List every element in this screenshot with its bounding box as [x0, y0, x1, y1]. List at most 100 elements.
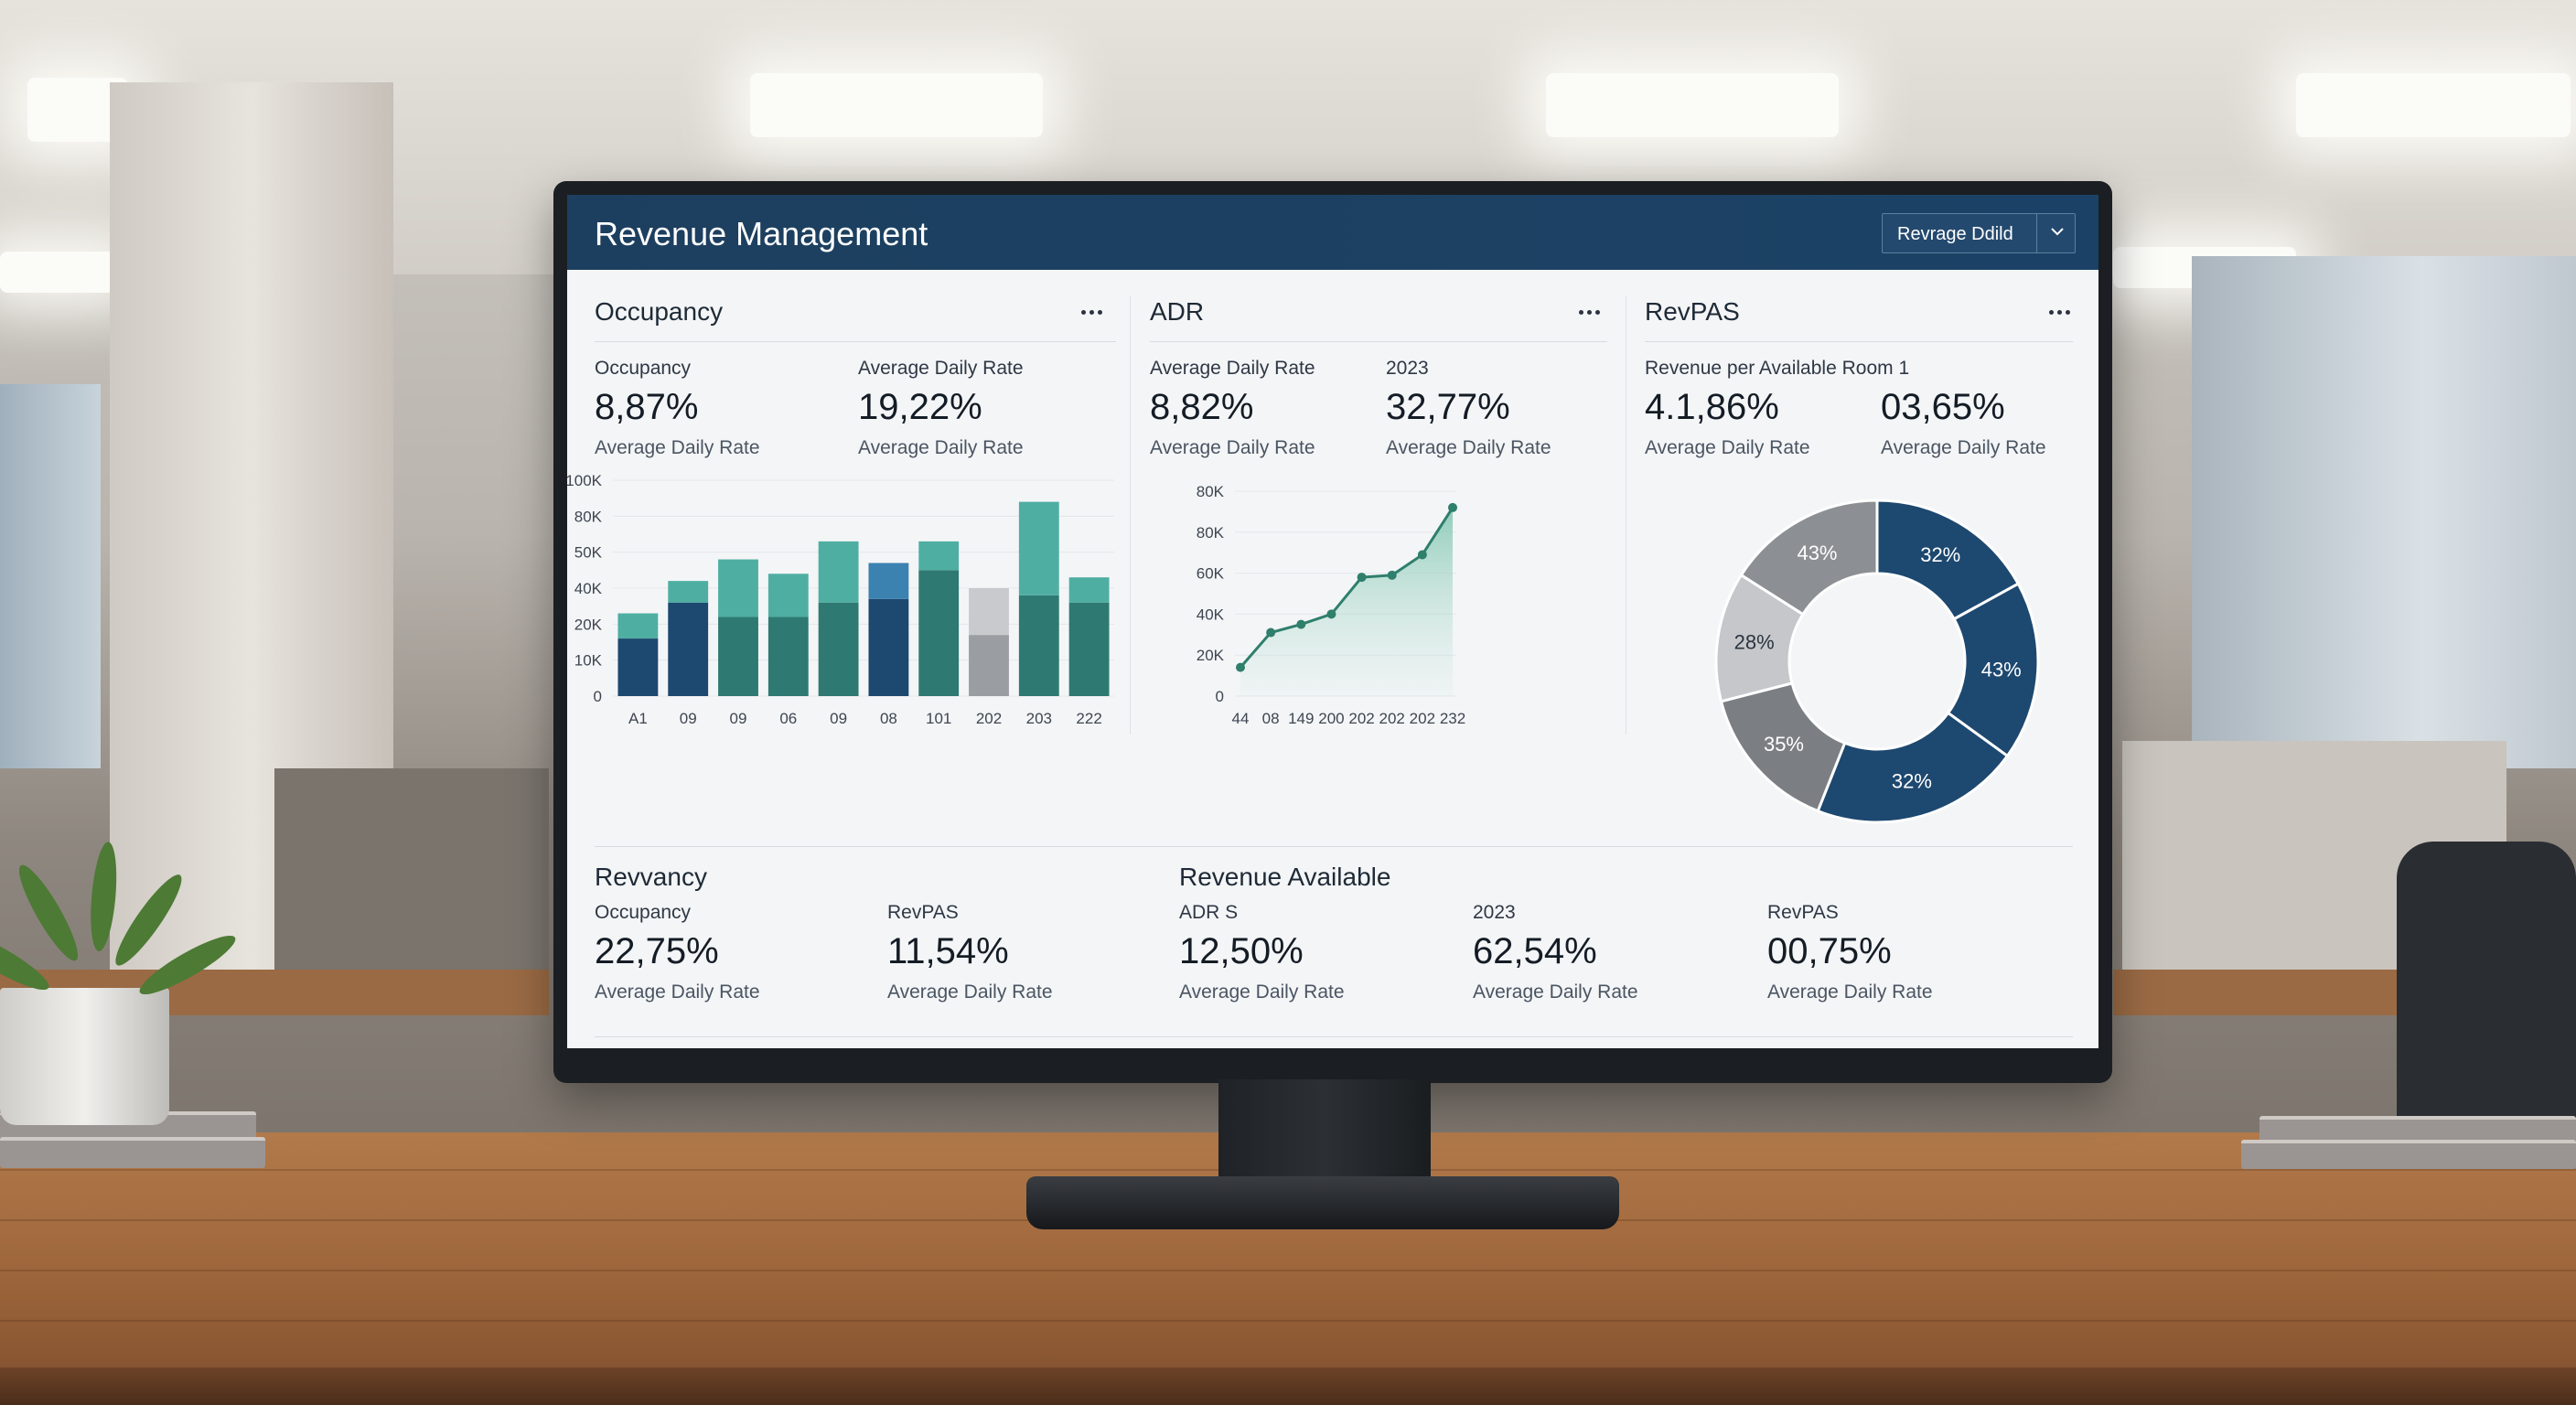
- bar-segment: [868, 598, 909, 696]
- bar-segment: [918, 541, 960, 571]
- y-tick-label: 50K: [574, 544, 603, 562]
- bar-segment: [1018, 595, 1059, 696]
- bar-segment: [767, 617, 809, 696]
- slice-label: 28%: [1734, 631, 1775, 654]
- bar-segment: [818, 541, 859, 603]
- panel-separator: [1130, 295, 1131, 735]
- office-chair: [2397, 842, 2576, 1134]
- donut-slice: [1816, 711, 2010, 824]
- x-tick-label: 203: [1026, 710, 1052, 727]
- bar-segment: [668, 581, 709, 603]
- y-tick-label: 40K: [1197, 606, 1225, 623]
- panel-title-occupancy: Occupancy: [595, 297, 724, 326]
- kpi-label: 2023: [1386, 358, 1429, 379]
- kpi-value: 32,77%: [1386, 387, 1510, 427]
- book: [0, 1137, 265, 1168]
- cabinet: [274, 768, 549, 988]
- kpi-caption: Average Daily Rate: [1473, 981, 1638, 1003]
- monitor-stand-base: [1026, 1176, 1619, 1229]
- bar-segment: [969, 635, 1009, 696]
- kpi-label: Occupancy: [595, 358, 692, 379]
- bar-segment: [1068, 577, 1110, 603]
- x-tick-label: 202: [1348, 710, 1374, 727]
- kpi-label: Average Daily Rate: [1150, 358, 1315, 379]
- kpi-caption: Average Daily Rate: [1767, 981, 1933, 1003]
- kpi-caption: Average Daily Rate: [1645, 437, 1810, 458]
- x-tick-label: 06: [779, 710, 797, 727]
- panel-divider: [595, 341, 1116, 342]
- bar-segment: [918, 570, 960, 696]
- y-tick-label: 60K: [1197, 565, 1225, 583]
- more-options-icon[interactable]: [1079, 303, 1107, 321]
- kpi-caption: Average Daily Rate: [1386, 437, 1551, 458]
- monitor-stand: [1218, 1079, 1431, 1189]
- kpi-value: 11,54%: [887, 931, 1009, 971]
- kpi-caption: Average Daily Rate: [858, 437, 1024, 458]
- more-options-icon[interactable]: [2047, 303, 2075, 321]
- series-line: [1239, 507, 1454, 669]
- section-divider: [595, 1036, 2073, 1037]
- x-tick-label: 09: [830, 710, 847, 727]
- kpi-caption: Average Daily Rate: [1881, 437, 2046, 458]
- bar-segment: [818, 602, 859, 696]
- x-tick-label: 200: [1318, 710, 1344, 727]
- kpi-value: 62,54%: [1473, 931, 1597, 971]
- bar-segment: [767, 574, 809, 617]
- kpi-label: Average Daily Rate: [858, 358, 1024, 379]
- panel-divider: [1150, 341, 1607, 342]
- panel-title-adr: ADR: [1150, 297, 1205, 326]
- data-point: [1357, 573, 1367, 583]
- kpi-label: RevPAS: [887, 902, 959, 923]
- ceiling-light: [1546, 73, 1839, 137]
- data-point: [1236, 662, 1245, 672]
- chevron-down-icon: [2051, 228, 2064, 236]
- bar-segment: [1068, 602, 1110, 696]
- panel-title-revpas: RevPAS: [1645, 297, 1740, 326]
- section-title-revvancy: Revvancy: [595, 863, 707, 891]
- bar-segment: [617, 638, 659, 696]
- bar-segment: [718, 617, 758, 696]
- kpi-label: Occupancy: [595, 902, 692, 923]
- slice-label: 32%: [1920, 543, 1960, 566]
- bar-segment: [1018, 501, 1059, 595]
- view-dropdown[interactable]: Revrage Ddild: [1882, 213, 2076, 253]
- kpi-label: 2023: [1473, 902, 1516, 923]
- kpi-value: 8,82%: [1150, 387, 1254, 427]
- x-tick-label: 09: [730, 710, 747, 727]
- dashboard-screen: Revenue Management Revrage Ddild Occupan…: [567, 195, 2098, 1048]
- app-title: Revenue Management: [595, 215, 928, 252]
- data-point: [1266, 627, 1276, 638]
- donut-slice: [1739, 499, 1879, 617]
- kpi-caption: Average Daily Rate: [887, 981, 1053, 1003]
- plant-leaf: [10, 859, 87, 967]
- y-tick-label: 40K: [574, 580, 603, 597]
- area-fill: [1240, 507, 1453, 696]
- desk-edge: [0, 1367, 2576, 1405]
- window: [2192, 256, 2576, 768]
- more-options-icon[interactable]: [1577, 303, 1605, 321]
- section-title-revenue-available: Revenue Available: [1179, 863, 1391, 891]
- x-tick-label: 08: [880, 710, 897, 727]
- ceiling-light: [0, 252, 119, 293]
- y-tick-label: 20K: [1197, 647, 1225, 664]
- ceiling-light: [750, 73, 1043, 137]
- x-tick-label: 44: [1232, 710, 1250, 727]
- bar-segment: [868, 563, 909, 599]
- slice-label: 35%: [1764, 733, 1804, 756]
- kpi-value: 03,65%: [1881, 387, 2005, 427]
- kpi-caption: Average Daily Rate: [1150, 437, 1315, 458]
- x-tick-label: 202: [1379, 710, 1405, 727]
- x-tick-label: 222: [1076, 710, 1101, 727]
- y-tick-label: 0: [594, 688, 602, 705]
- wood-grain: [0, 1320, 2576, 1322]
- ceiling-light: [2296, 73, 2571, 137]
- kpi-caption: Average Daily Rate: [595, 437, 760, 458]
- kpi-value: 8,87%: [595, 387, 699, 427]
- data-point: [1417, 550, 1427, 560]
- bar-segment: [668, 602, 709, 696]
- y-tick-label: 80K: [1197, 483, 1225, 500]
- y-tick-label: 100K: [567, 472, 603, 489]
- occupancy-bar-chart: 0 10K 20K 40K 50K 80K 100K A1 09 09 06 09 08 101 202 20…: [567, 472, 1114, 727]
- y-tick-label: 20K: [574, 616, 603, 633]
- data-point: [1296, 619, 1306, 629]
